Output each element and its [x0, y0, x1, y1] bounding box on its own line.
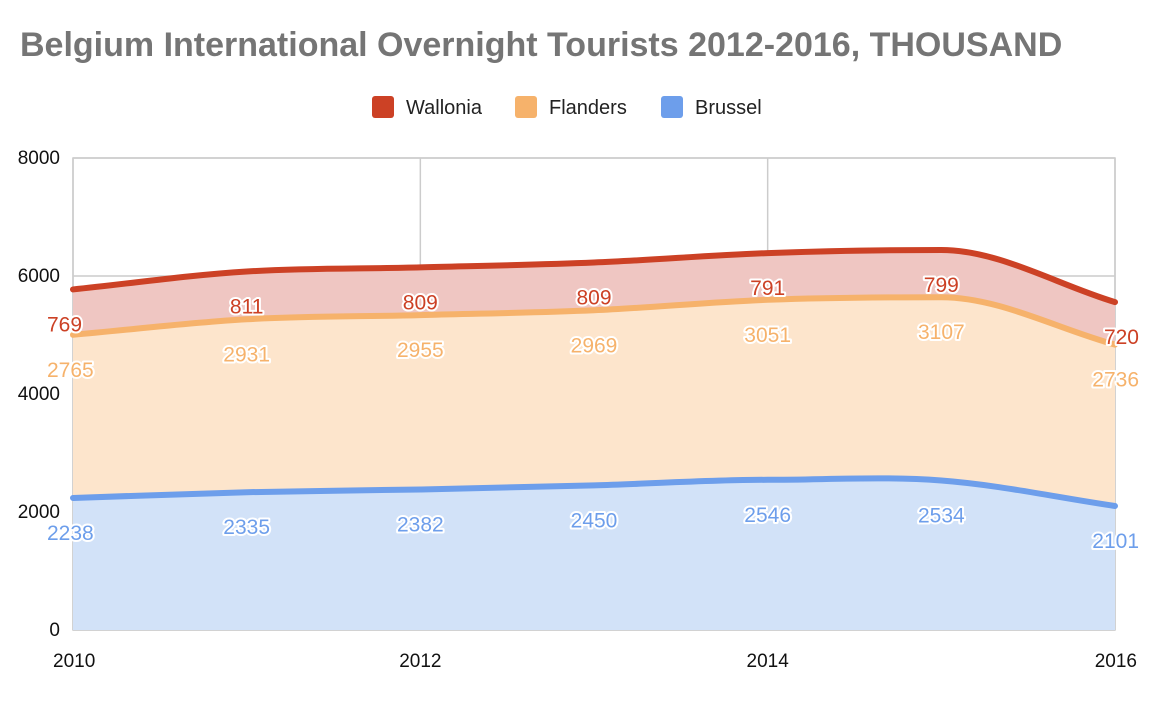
data-label-brussel: 2546: [744, 504, 791, 527]
data-label-wallonia: 811: [230, 295, 263, 318]
y-tick-label: 8000: [18, 148, 60, 169]
legend-label-wallonia: Wallonia: [406, 97, 483, 119]
x-tick-label: 2010: [53, 651, 95, 672]
data-label-flanders: 2765: [47, 359, 94, 382]
line-brussel: [70, 475, 1118, 509]
area-flanders: [73, 297, 1115, 507]
legend: Wallonia Flanders Brussel: [372, 96, 762, 119]
data-label-brussel: 2238: [47, 522, 94, 545]
series-areas: [73, 250, 1115, 630]
area-brussel: [73, 478, 1115, 630]
legend-swatch-wallonia: [372, 96, 394, 118]
data-label-brussel: 2450: [571, 509, 618, 532]
legend-label-brussel: Brussel: [695, 97, 762, 119]
legend-label-flanders: Flanders: [549, 97, 627, 119]
data-label-wallonia: 799: [924, 274, 959, 297]
y-tick-label: 0: [49, 620, 60, 641]
data-label-wallonia: 809: [576, 287, 611, 310]
data-label-wallonia: 769: [47, 313, 82, 336]
data-label-brussel: 2534: [918, 504, 965, 527]
legend-swatch-brussel: [661, 96, 683, 118]
y-tick-label: 2000: [18, 502, 60, 523]
line-flanders: [70, 294, 1118, 348]
series-lines: [70, 246, 1118, 509]
data-label-flanders: 2955: [397, 339, 444, 362]
axes: 0 2000 4000 6000 8000 2010 2012 2014 2016: [18, 148, 1137, 672]
x-tick-label: 2012: [399, 651, 441, 672]
data-labels: 2238 2335 2382 2450 2546 2534 2101 2765 2931 2955…: [45, 272, 1141, 555]
x-tick-label: 2014: [747, 651, 790, 672]
data-label-wallonia: 720: [1104, 326, 1139, 349]
data-label-brussel: 2101: [1092, 530, 1139, 553]
legend-item-flanders[interactable]: Flanders: [515, 96, 627, 119]
data-label-flanders: 3107: [918, 321, 965, 344]
legend-item-wallonia[interactable]: Wallonia: [372, 96, 483, 119]
y-tick-label: 4000: [18, 384, 60, 405]
y-tick-label: 6000: [18, 266, 60, 287]
data-label-wallonia: 809: [403, 291, 438, 314]
legend-item-brussel[interactable]: Brussel: [661, 96, 762, 119]
data-label-brussel: 2335: [223, 516, 270, 539]
data-label-wallonia: 791: [750, 277, 785, 300]
legend-swatch-flanders: [515, 96, 537, 118]
x-tick-label: 2016: [1095, 651, 1137, 672]
data-label-flanders: 3051: [744, 324, 791, 347]
area-wallonia: [73, 250, 1115, 345]
data-label-flanders: 2969: [571, 334, 618, 357]
line-wallonia: [70, 246, 1118, 306]
data-label-flanders: 2931: [223, 343, 270, 366]
chart-title: Belgium International Overnight Tourists…: [20, 26, 1062, 64]
data-label-flanders: 2736: [1092, 369, 1139, 392]
data-label-brussel: 2382: [397, 513, 444, 536]
